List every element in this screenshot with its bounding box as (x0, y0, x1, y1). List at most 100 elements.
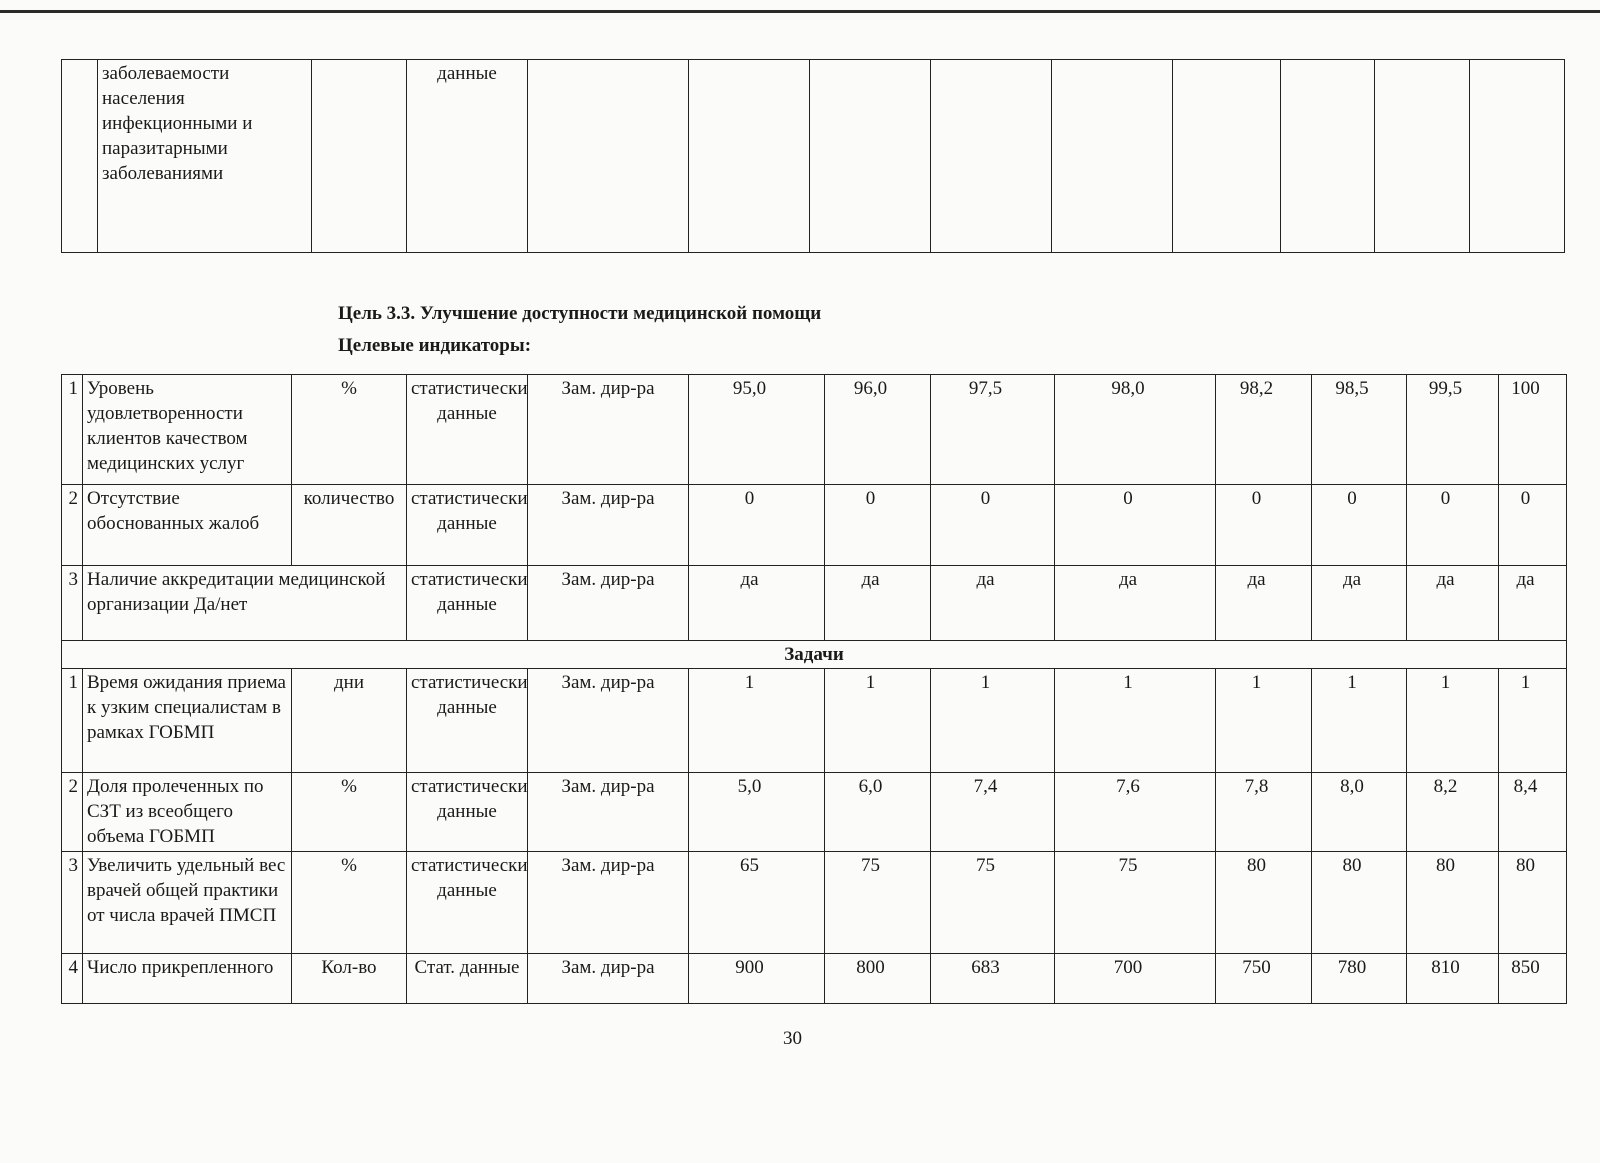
value-cell: 0 (1406, 484, 1499, 566)
source: статистические данные (406, 851, 528, 954)
tasks-header: Задачи (61, 640, 1567, 669)
table-row: 3 Наличие аккредитации медицинской органи… (61, 565, 1567, 641)
table-row: 2 Доля пролеченных по СЗТ из всеобщего об… (61, 772, 1567, 852)
unit: % (291, 374, 407, 485)
value-cell: да (1406, 565, 1499, 641)
value-cell: 95,0 (688, 374, 825, 485)
value-cell: 5,0 (688, 772, 825, 852)
goal-subtitle: Целевые индикаторы: (338, 335, 532, 356)
value-cell: 0 (1498, 484, 1567, 566)
value-cell: да (930, 565, 1055, 641)
value-cell: да (688, 565, 825, 641)
row-number: 4 (61, 953, 83, 1004)
responsible: Зам. дир-ра (527, 953, 689, 1004)
value-cell: 99,5 (1406, 374, 1499, 485)
indicator-name: заболеваемости населения инфекционными и… (97, 59, 312, 253)
source: статистические данные (406, 484, 528, 566)
scan-edge (0, 10, 1600, 13)
value-cell: да (1498, 565, 1567, 641)
value-cell: 96,0 (824, 374, 931, 485)
value-cell: 8,0 (1311, 772, 1407, 852)
responsible: Зам. дир-ра (527, 772, 689, 852)
value-cell: 780 (1311, 953, 1407, 1004)
table-row: 2 Отсутствие обоснованных жалоб количество… (61, 484, 1567, 566)
responsible: Зам. дир-ра (527, 374, 689, 485)
value-cell: 1 (688, 668, 825, 773)
value-cell: 0 (1054, 484, 1216, 566)
responsible: Зам. дир-ра (527, 851, 689, 954)
unit: количество (291, 484, 407, 566)
indicator-name: Отсутствие обоснованных жалоб (82, 484, 292, 566)
value-cell: 1 (1406, 668, 1499, 773)
value-cell: 6,0 (824, 772, 931, 852)
source: статистические данные (406, 374, 528, 485)
value-cell: 800 (824, 953, 931, 1004)
row-number: 2 (61, 772, 83, 852)
unit: % (291, 772, 407, 852)
value-cell: 1 (1498, 668, 1567, 773)
row-number: 1 (61, 668, 83, 773)
indicator-name: Уровень удовлетворенности клиентов качес… (82, 374, 292, 485)
value-cell: 1 (824, 668, 931, 773)
value-cell: да (824, 565, 931, 641)
value-cell: да (1054, 565, 1216, 641)
indicator-name: Число прикрепленного (82, 953, 292, 1004)
page-number: 30 (783, 1028, 802, 1049)
table-row: 3 Увеличить удельный вес врачей общей пра… (61, 851, 1567, 954)
indicator-name: Наличие аккредитации медицинской организ… (82, 565, 407, 641)
value-cell: 1 (1215, 668, 1312, 773)
row-number: 3 (61, 565, 83, 641)
indicators-table: 1 Уровень удовлетворенности клиентов каче… (61, 374, 1567, 1004)
value-cell: 900 (688, 953, 825, 1004)
source: данные (406, 59, 528, 253)
value-cell: 0 (824, 484, 931, 566)
value-cell: 810 (1406, 953, 1499, 1004)
row-number: 1 (61, 374, 83, 485)
value-cell: 8,2 (1406, 772, 1499, 852)
value-cell: 98,0 (1054, 374, 1216, 485)
indicator-name: Увеличить удельный вес врачей общей прак… (82, 851, 292, 954)
source: статистические данные (406, 668, 528, 773)
table-row: 4 Число прикрепленного Кол-во Стат. данные З… (61, 953, 1567, 1004)
tasks-header-row: Задачи (61, 640, 1567, 669)
responsible: Зам. дир-ра (527, 668, 689, 773)
table-row: заболеваемости населения инфекционными и… (61, 59, 1565, 253)
source: статистические данные (406, 565, 528, 641)
value-cell: 65 (688, 851, 825, 954)
indicator-name: Доля пролеченных по СЗТ из всеобщего объ… (82, 772, 292, 852)
row-number: 2 (61, 484, 83, 566)
value-cell: 97,5 (930, 374, 1055, 485)
value-cell: 683 (930, 953, 1055, 1004)
value-cell: 0 (688, 484, 825, 566)
value-cell: 0 (930, 484, 1055, 566)
value-cell: 75 (824, 851, 931, 954)
value-cell: 80 (1406, 851, 1499, 954)
value-cell: 100 (1498, 374, 1567, 485)
value-cell: 8,4 (1498, 772, 1567, 852)
unit: дни (291, 668, 407, 773)
unit: % (291, 851, 407, 954)
value-cell: 700 (1054, 953, 1216, 1004)
value-cell: 7,6 (1054, 772, 1216, 852)
source: статистические данные (406, 772, 528, 852)
goal-title: Цель 3.3. Улучшение доступности медицинс… (338, 303, 822, 324)
value-cell: 75 (930, 851, 1055, 954)
value-cell: 80 (1215, 851, 1312, 954)
value-cell: 1 (1311, 668, 1407, 773)
value-cell: 1 (1054, 668, 1216, 773)
table-row: 1 Уровень удовлетворенности клиентов каче… (61, 374, 1567, 485)
responsible: Зам. дир-ра (527, 565, 689, 641)
responsible: Зам. дир-ра (527, 484, 689, 566)
value-cell: 80 (1311, 851, 1407, 954)
value-cell: 750 (1215, 953, 1312, 1004)
value-cell: 7,8 (1215, 772, 1312, 852)
value-cell: да (1311, 565, 1407, 641)
unit: Кол-во (291, 953, 407, 1004)
value-cell: 850 (1498, 953, 1567, 1004)
value-cell: 98,5 (1311, 374, 1407, 485)
value-cell: 0 (1215, 484, 1312, 566)
continued-table: заболеваемости населения инфекционными и… (61, 59, 1565, 253)
source: Стат. данные (406, 953, 528, 1004)
value-cell: 80 (1498, 851, 1567, 954)
value-cell: 75 (1054, 851, 1216, 954)
